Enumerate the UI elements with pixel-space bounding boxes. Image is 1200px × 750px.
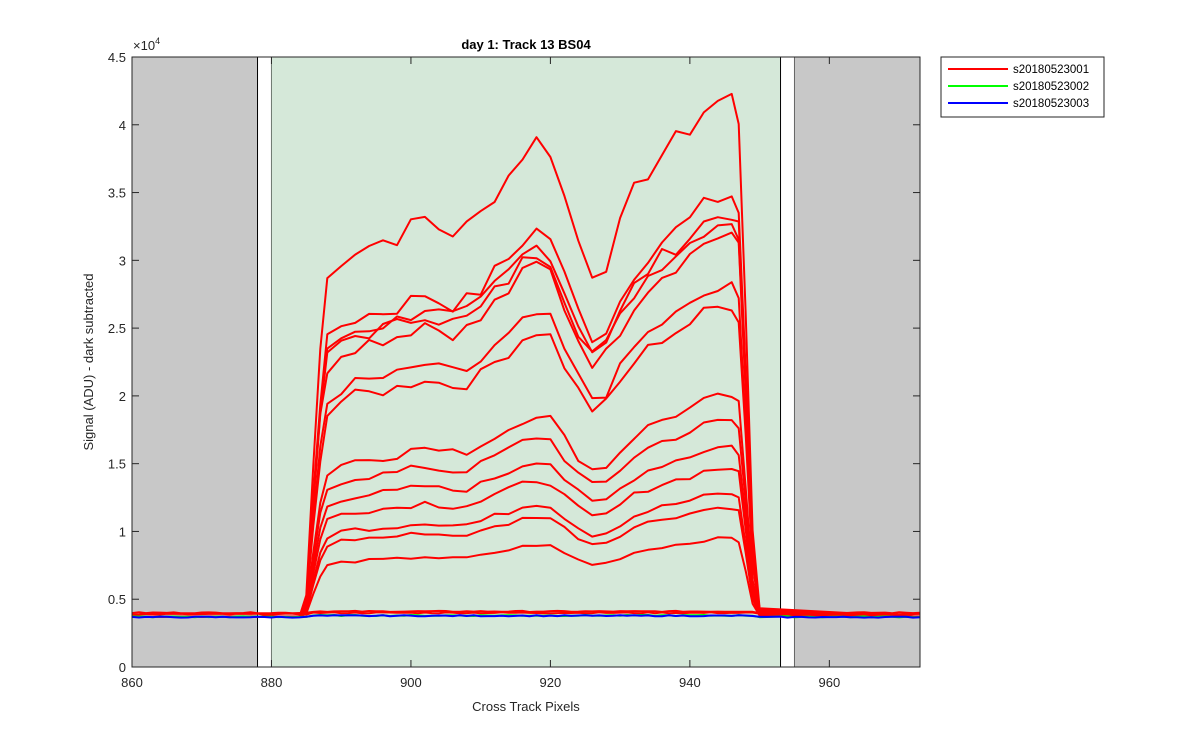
series-1-line-12	[132, 492, 921, 618]
series-1-line-7	[132, 305, 921, 618]
y-tick-label: 3.5	[108, 186, 126, 201]
x-axis: 860 880 900 920 940 960	[121, 57, 840, 690]
y-tick-label: 0.5	[108, 592, 126, 607]
region-active-2	[271, 57, 781, 667]
y-tick-label: 3	[119, 253, 126, 268]
region-excluded-0	[132, 57, 258, 667]
legend-label-1: s20180523001	[1013, 64, 1089, 76]
series-1-line-2	[132, 195, 921, 618]
series-lines	[131, 92, 921, 619]
y-tick-label: 1	[119, 524, 126, 539]
series-1-line-13	[132, 506, 921, 618]
plot-area-border	[131, 56, 921, 668]
legend[interactable]: s20180523001 s20180523002 s20180523003	[940, 56, 1105, 118]
legend-items: s20180523001 s20180523002 s20180523003	[948, 64, 1089, 110]
series-1-line-8	[132, 392, 921, 618]
series-1-line-6	[132, 281, 921, 618]
series-1-line-11	[132, 468, 921, 618]
x-tick-label: 960	[818, 675, 840, 690]
y-axis-label: Signal (ADU) - dark subtracted	[81, 273, 96, 450]
x-tick-label: 920	[540, 675, 562, 690]
x-axis-label: Cross Track Pixels	[472, 699, 580, 714]
region-boundary-3	[780, 56, 795, 668]
x-tick-label: 860	[121, 675, 143, 690]
y-tick-label: 4	[119, 118, 126, 133]
series-1-line-14	[132, 536, 921, 618]
y-tick-label: 1.5	[108, 457, 126, 472]
chart-title: day 1: Track 13 BS04	[461, 37, 591, 52]
region-boundary-1	[257, 56, 272, 668]
region-excluded-4	[794, 57, 920, 667]
series-1-line-1	[132, 92, 921, 618]
shaded-regions	[132, 56, 920, 668]
y-exponent-label: ×104	[133, 36, 160, 53]
y-tick-label: 2.5	[108, 321, 126, 336]
legend-label-2: s20180523002	[1013, 81, 1089, 93]
series-1-line-5	[132, 231, 921, 618]
series-3-line-1	[131, 614, 921, 619]
series-1-line-10	[132, 444, 921, 618]
y-tick-label: 0	[119, 660, 126, 675]
x-tick-label: 900	[400, 675, 422, 690]
y-axis: 0 0.5 1 1.5 2 2.5 3 3.5 4 4.5	[108, 50, 920, 675]
y-tick-label: 2	[119, 389, 126, 404]
series-1-line-4	[132, 223, 921, 618]
x-tick-label: 880	[261, 675, 283, 690]
series-1-line-3	[132, 216, 921, 618]
series-1-line-15	[131, 609, 921, 615]
y-tick-label: 4.5	[108, 50, 126, 65]
x-tick-label: 940	[679, 675, 701, 690]
series-1-line-9	[132, 418, 921, 618]
legend-label-3: s20180523003	[1013, 98, 1089, 110]
series-1-line-16	[131, 611, 921, 616]
